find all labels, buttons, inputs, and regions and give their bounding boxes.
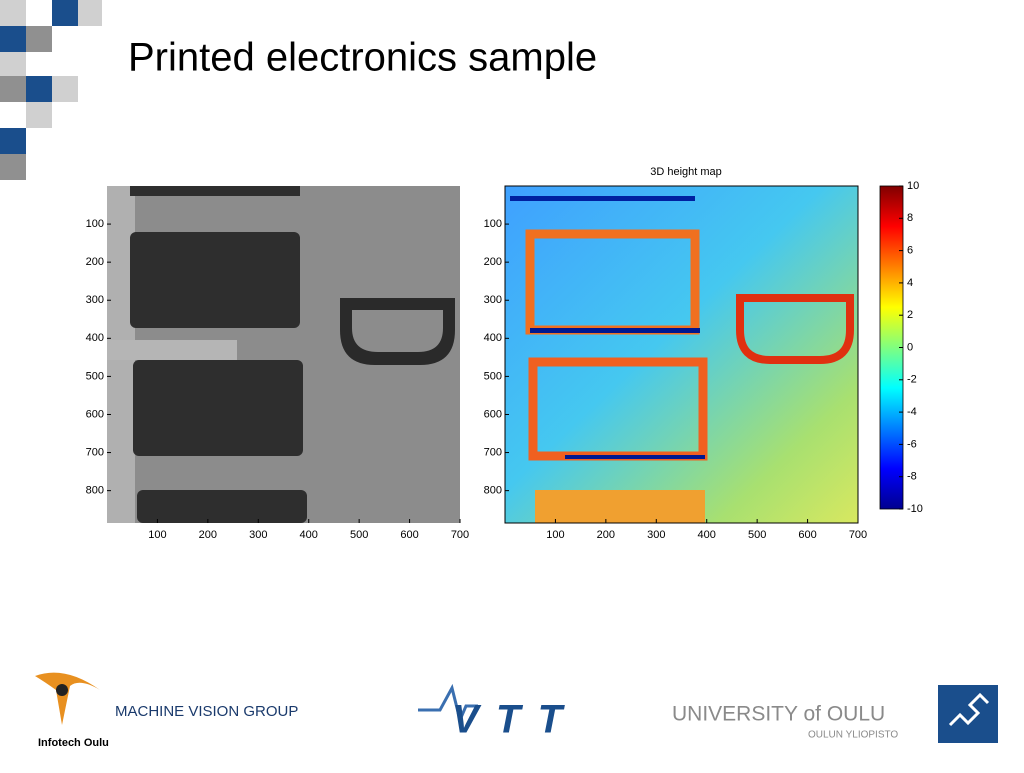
vtt-logo: VTT [452,698,566,742]
university-subtitle: OULUN YLIOPISTO [808,730,898,741]
colorbar-tick-label: 0 [907,341,913,353]
y-tick-label: 200 [86,256,104,268]
colorbar-tick-label: -2 [907,374,917,386]
x-tick-label: 200 [597,529,615,541]
y-tick-label: 600 [484,408,502,420]
colorbar-tick-label: 2 [907,309,913,321]
decor-squares [0,0,102,180]
x-tick-label: 500 [748,529,766,541]
slide-title: Printed electronics sample [128,36,597,80]
x-tick-label: 500 [350,529,368,541]
y-tick-label: 500 [86,370,104,382]
y-tick-label: 100 [86,218,104,230]
colorbar-tick-label: -4 [907,406,917,418]
x-tick-label: 600 [798,529,816,541]
x-tick-label: 700 [849,529,867,541]
y-tick-label: 400 [484,332,502,344]
colorbar-tick-label: 10 [907,180,919,192]
colorbar-tick-label: 4 [907,277,913,289]
group-name: MACHINE VISION GROUP [115,703,298,720]
footer: Infotech Oulu MACHINE VISION GROUP VTT U… [35,672,998,749]
y-tick-label: 300 [86,294,104,306]
colorbar-tick-label: -8 [907,471,917,483]
y-tick-label: 400 [86,332,104,344]
colorbar-tick-label: -6 [907,438,917,450]
x-tick-label: 700 [451,529,469,541]
colorbar-tick-label: -10 [907,503,923,515]
x-tick-label: 300 [249,529,267,541]
x-tick-label: 400 [300,529,318,541]
y-tick-label: 200 [484,256,502,268]
y-tick-label: 100 [484,218,502,230]
infotech-logo: Infotech Oulu [38,737,109,749]
y-tick-label: 800 [86,485,104,497]
x-tick-label: 600 [400,529,418,541]
x-tick-label: 100 [546,529,564,541]
y-tick-label: 300 [484,294,502,306]
y-tick-label: 600 [86,408,104,420]
y-tick-label: 800 [484,485,502,497]
heatmap-image [504,185,859,524]
colorbar-tick-label: 6 [907,245,913,257]
heatmap-title: 3D height map [650,166,722,178]
university-name: UNIVERSITY of OULU [672,703,885,726]
x-tick-label: 100 [148,529,166,541]
y-tick-label: 700 [86,446,104,458]
x-tick-label: 400 [698,529,716,541]
y-tick-label: 500 [484,370,502,382]
x-tick-label: 200 [199,529,217,541]
grayscale-image [107,186,460,523]
y-tick-label: 700 [484,446,502,458]
colorbar-tick-label: 8 [907,212,913,224]
x-tick-label: 300 [647,529,665,541]
